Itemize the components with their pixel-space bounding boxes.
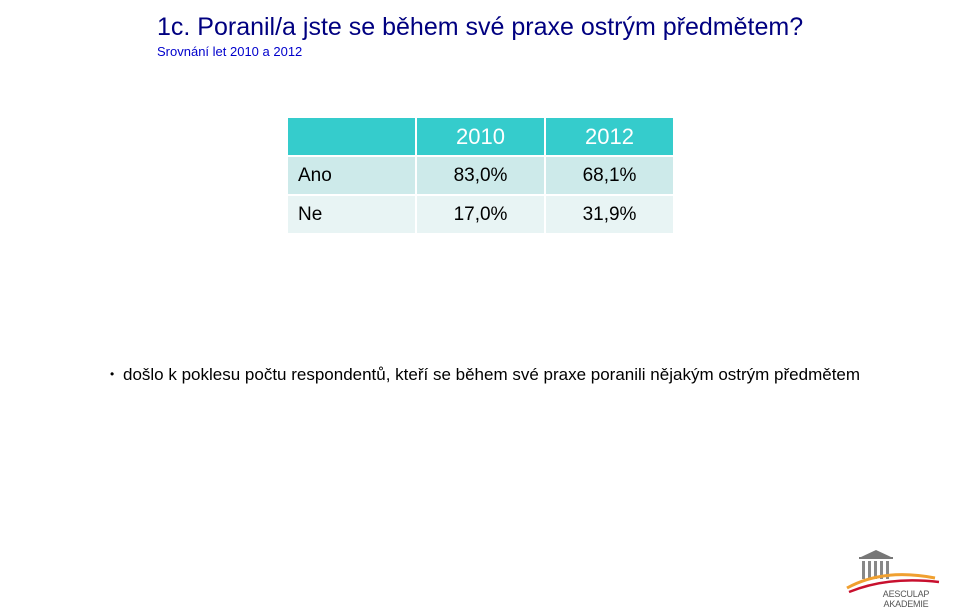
logo-label-line2: AKADEMIE [883,599,929,609]
note-bullet: • došlo k poklesu počtu respondentů, kte… [110,364,870,385]
slide-subtitle: Srovnání let 2010 a 2012 [157,44,303,59]
logo-label: AESCULAP AKADEMIE [868,589,944,609]
slide-title: 1c. Poranil/a jste se během své praxe os… [157,13,804,41]
logo-label-line1: AESCULAP [882,589,930,599]
table-cell: 31,9% [545,195,673,235]
table-header-row: 2010 2012 [288,118,673,157]
bullet-icon: • [110,367,115,381]
table-row: Ano 83,0% 68,1% [288,156,673,196]
table-row: Ne 17,0% 31,9% [288,195,673,235]
table-cell: 17,0% [416,195,546,235]
comparison-table: 2010 2012 Ano 83,0% 68,1% Ne 17,0% 31,9% [288,118,673,235]
table-header-2010: 2010 [416,118,546,157]
note-text: došlo k poklesu počtu respondentů, kteří… [123,365,861,384]
table-row-label: Ano [288,156,417,196]
table-cell: 68,1% [545,156,673,196]
table-header-2012: 2012 [545,118,673,157]
aesculap-logo-icon [846,550,940,594]
table-cell: 83,0% [416,156,546,196]
table-row-label: Ne [288,195,417,235]
table-header-corner [288,118,417,157]
